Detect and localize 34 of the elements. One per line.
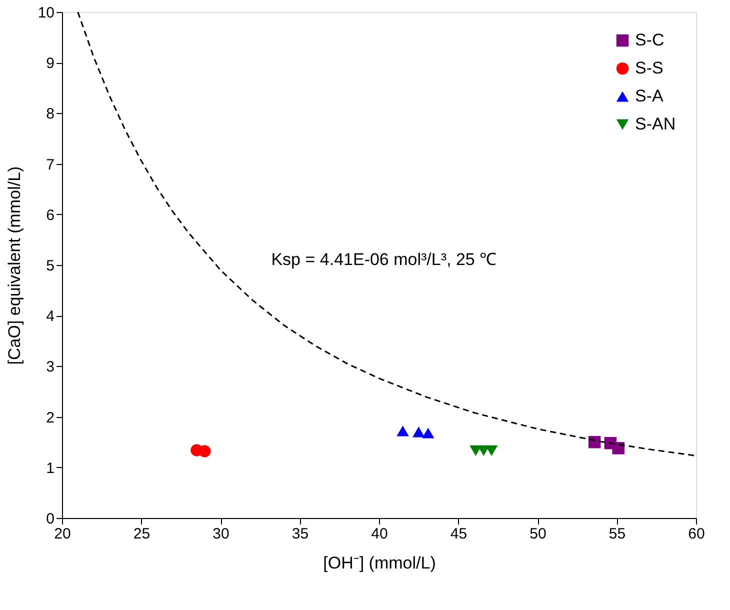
point	[396, 426, 409, 436]
point	[412, 426, 425, 438]
y-tick-label: 2	[46, 409, 54, 426]
y-tick-label: 7	[46, 156, 54, 174]
y-tick-label: 8	[46, 106, 54, 123]
x-tick-label: 20	[54, 526, 71, 542]
point	[612, 442, 624, 454]
y-tick-label: 0	[46, 510, 54, 528]
point	[198, 445, 211, 458]
y-tick-label: 5	[46, 258, 54, 274]
x-tick-label: 25	[133, 526, 150, 542]
legend-label: S-A	[635, 86, 664, 106]
x-tick-label: 30	[212, 526, 230, 542]
y-axis-title: [CaO] equivalent (mmol/L)	[4, 166, 24, 365]
annotation: Ksp = 4.41E-06 mol³/L³, 25 ℃	[271, 250, 497, 269]
point	[485, 445, 498, 456]
x-tick-label: 50	[530, 526, 546, 542]
x-tick-label: 60	[688, 526, 705, 542]
x-axis-title: [OH⁻] (mmol/L)	[323, 554, 436, 572]
legend-label: S-C	[635, 30, 664, 50]
x-tick-label: 45	[450, 526, 468, 542]
x-tick-label: 55	[608, 526, 626, 542]
line-series	[77, 12, 696, 457]
y-tick-label: 10	[38, 4, 54, 22]
x-tick-label: 35	[292, 526, 309, 542]
y-tick-label: 4	[46, 308, 54, 326]
point	[422, 428, 434, 438]
x-tick-label: 40	[371, 526, 388, 542]
y-tick-label: 3	[46, 358, 54, 376]
y-tick-label: 6	[46, 206, 54, 224]
legend-label: S-S	[635, 58, 664, 78]
legend-label: S-AN	[635, 114, 676, 134]
y-tick-label: 9	[46, 55, 54, 72]
y-tick-label: 1	[46, 460, 54, 477]
